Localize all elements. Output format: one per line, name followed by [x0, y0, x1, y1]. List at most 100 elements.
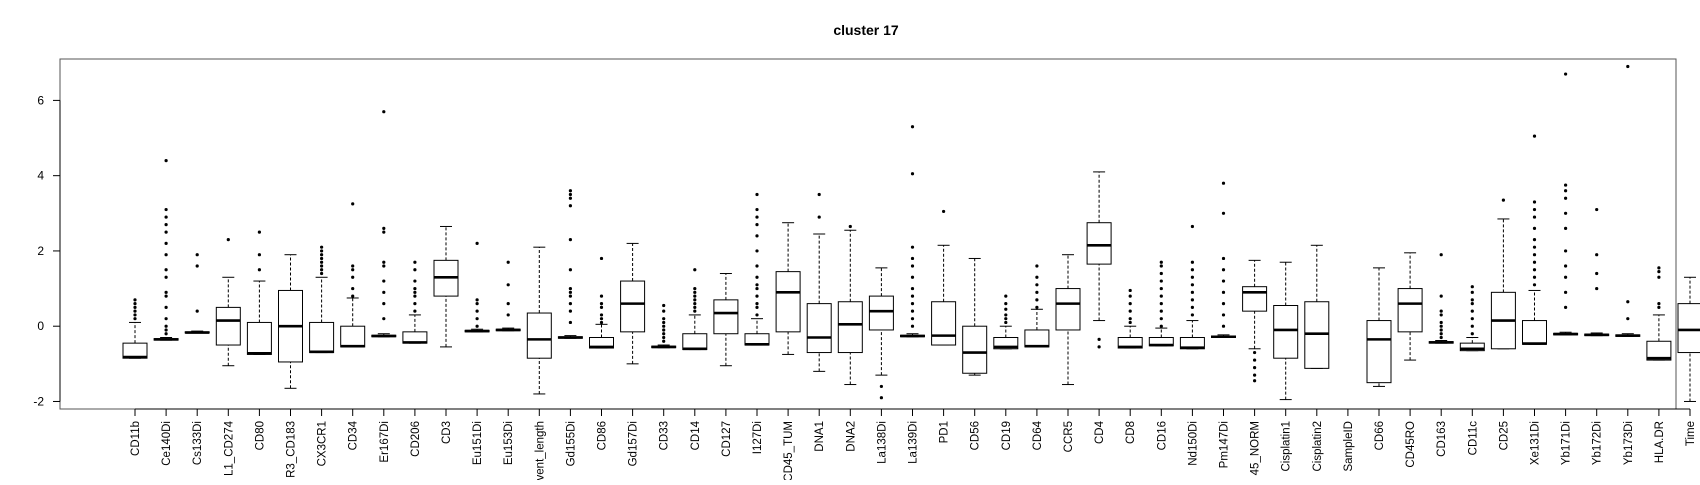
outlier-point	[693, 268, 697, 272]
outlier-point	[1439, 324, 1443, 328]
outlier-point	[164, 222, 168, 227]
outlier-point	[1035, 283, 1039, 287]
x-tick-label: CD163	[1436, 421, 1448, 457]
outlier-point	[1439, 335, 1443, 340]
box-group	[682, 268, 708, 351]
outlier-point	[599, 256, 604, 261]
outlier-point	[568, 320, 573, 325]
x-tick-label: Pm147Di	[1219, 421, 1231, 468]
outlier-point	[568, 189, 573, 193]
outlier-point	[1470, 317, 1474, 321]
box-group	[184, 253, 210, 334]
box-iqr	[1459, 342, 1485, 352]
outlier-point	[164, 305, 168, 309]
x-tick-label: I127Di	[752, 421, 764, 454]
outlier-point	[1470, 285, 1474, 289]
outlier-point	[506, 302, 510, 306]
outlier-point	[1221, 211, 1226, 215]
outlier-point	[568, 286, 573, 291]
outlier-point	[755, 249, 759, 253]
outlier-point	[1159, 317, 1163, 321]
outlier-point	[1532, 268, 1537, 272]
outlier-point	[351, 286, 355, 291]
outlier-point	[164, 159, 168, 163]
box-group	[1522, 134, 1547, 345]
outlier-point	[693, 302, 697, 306]
box-group	[620, 242, 646, 365]
outlier-point	[755, 234, 759, 238]
outlier-point	[568, 290, 573, 294]
x-tick-label: CD25	[1498, 421, 1510, 450]
x-tick-label: CD34	[348, 420, 360, 450]
outlier-point	[910, 275, 915, 279]
box-group	[309, 245, 335, 354]
outlier-point	[1532, 260, 1537, 264]
outlier-point	[195, 264, 199, 268]
box-iqr	[993, 336, 1019, 350]
outlier-point	[1035, 305, 1039, 309]
outlier-point	[1221, 290, 1226, 294]
outlier-point	[1190, 298, 1194, 302]
outlier-point	[1657, 302, 1661, 306]
outlier-point	[910, 302, 915, 306]
box-iqr	[1366, 320, 1392, 384]
box-group	[1646, 266, 1672, 361]
outlier-point	[1532, 245, 1537, 249]
box-group	[1677, 276, 1700, 402]
outlier-point	[320, 271, 324, 276]
outlier-point	[662, 303, 666, 308]
outlier-point	[1004, 307, 1008, 311]
y-tick-label: 4	[37, 169, 44, 183]
x-tick-label: CD56	[970, 421, 982, 450]
x-tick-label: SampleID	[1343, 421, 1355, 472]
outlier-point	[382, 279, 386, 283]
outlier-point	[320, 268, 324, 272]
outlier-point	[755, 286, 759, 291]
outlier-point	[164, 317, 168, 321]
box-group	[1584, 207, 1610, 337]
outlier-point	[817, 215, 821, 219]
outlier-point	[755, 313, 759, 317]
outlier-point	[568, 196, 573, 200]
y-tick-label: 6	[37, 93, 44, 107]
outlier-point	[1097, 337, 1101, 341]
box-group	[1615, 64, 1641, 337]
outlier-point	[1004, 294, 1008, 298]
outlier-point	[1004, 302, 1008, 306]
outlier-point	[1221, 302, 1226, 306]
x-tick-label: La139Di	[908, 421, 920, 464]
outlier-point	[599, 294, 604, 298]
outlier-point	[693, 305, 697, 309]
x-tick-label: CD45_TUM	[783, 421, 795, 480]
outlier-point	[413, 279, 417, 283]
x-tick-label: CD19	[1001, 421, 1013, 450]
box-iqr	[682, 333, 708, 351]
outlier-point	[1128, 302, 1132, 306]
box-iqr	[962, 325, 988, 374]
x-tick-label: Eu153Di	[503, 421, 515, 465]
x-tick-label: Yb172Di	[1592, 421, 1604, 465]
y-tick-label: 0	[37, 319, 44, 333]
outlier-point	[1159, 309, 1163, 313]
box-iqr	[868, 295, 894, 331]
outlier-point	[1532, 207, 1537, 212]
outlier-point	[413, 302, 417, 306]
outlier-point	[475, 298, 479, 302]
box-iqr	[1055, 288, 1081, 331]
box-iqr	[1646, 340, 1672, 361]
box-group	[278, 254, 303, 389]
box-group	[1428, 253, 1454, 344]
box-iqr	[1273, 305, 1299, 359]
outlier-point	[351, 202, 355, 206]
x-tick-label: CD11b	[130, 421, 142, 456]
outlier-point	[879, 396, 884, 400]
box-group	[340, 202, 366, 348]
box-group	[153, 159, 179, 341]
outlier-point	[1532, 134, 1537, 138]
outlier-point	[755, 305, 759, 309]
outlier-point	[662, 309, 666, 313]
box-group	[806, 192, 832, 372]
box-group	[122, 298, 148, 359]
box-group	[1055, 254, 1081, 386]
box-group	[433, 225, 459, 348]
